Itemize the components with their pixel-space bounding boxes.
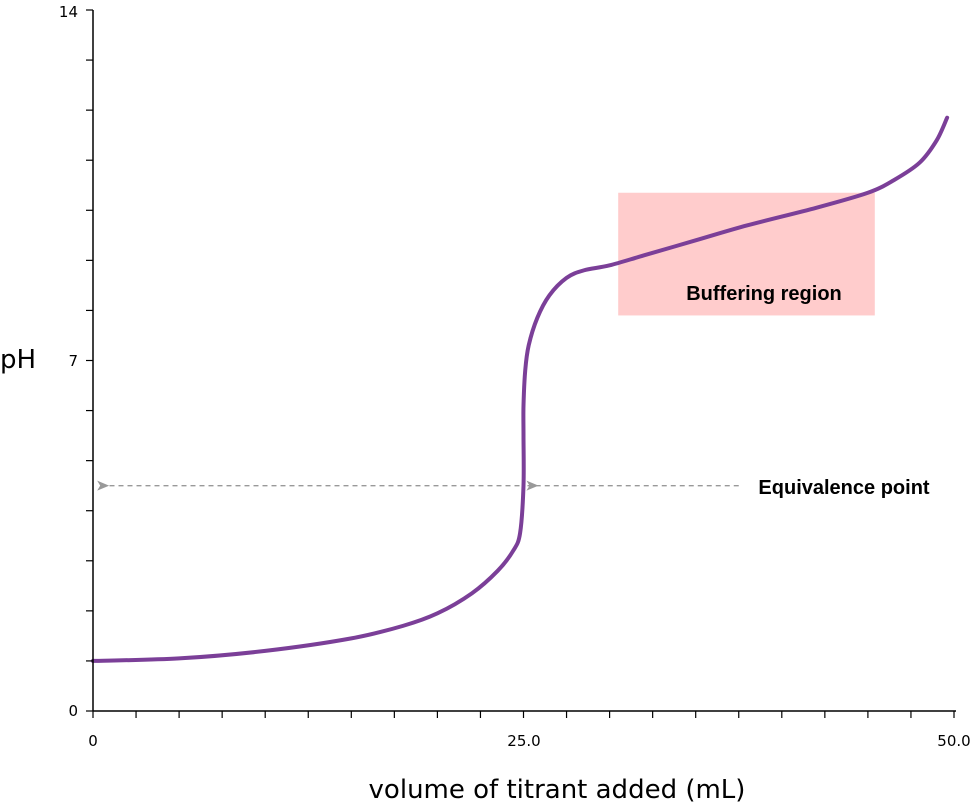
y-tick-label-0: 0 <box>68 702 78 720</box>
x-tick-label-25: 25.0 <box>507 732 540 750</box>
y-tick-label-7: 7 <box>68 352 78 370</box>
x-axis-title: volume of titrant added (mL) <box>369 775 746 805</box>
y-axis-ticks <box>86 9 93 712</box>
y-axis-title: pH <box>0 345 36 375</box>
buffering-region-box <box>618 192 875 316</box>
x-axis-ticks <box>92 711 955 718</box>
titration-curve-line-0 <box>91 115 950 663</box>
buffering-region-label: Buffering region <box>686 283 842 305</box>
equivalence-point-label: Equivalence point <box>758 477 929 499</box>
y-tick-label-14: 14 <box>59 3 78 21</box>
x-tick-label-0: 0 <box>88 732 98 750</box>
x-tick-label-50: 50.0 <box>937 732 970 750</box>
